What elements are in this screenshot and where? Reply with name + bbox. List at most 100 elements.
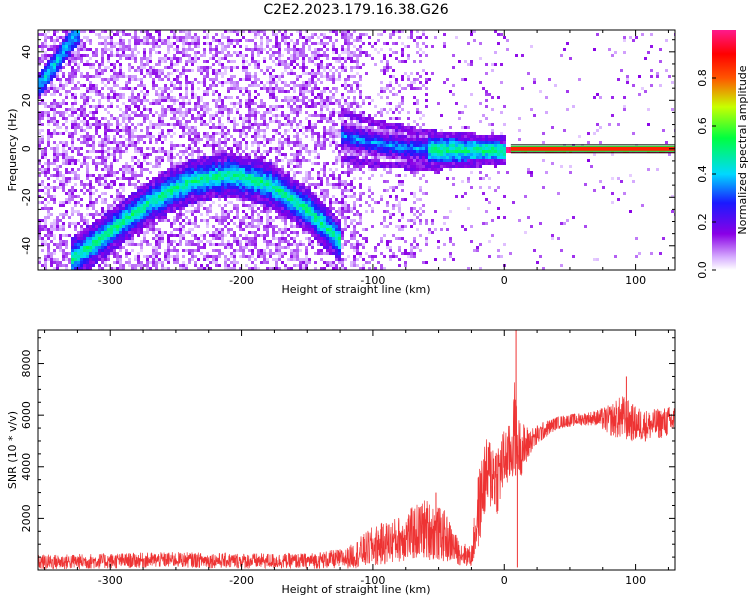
spectrogram-cell xyxy=(95,228,98,231)
spectrogram-cell xyxy=(170,183,173,186)
spectrogram-cell xyxy=(311,138,314,141)
spectrogram-cell xyxy=(293,45,296,48)
spectrogram-cell xyxy=(233,30,236,33)
spectrogram-cell xyxy=(38,93,41,96)
spectrogram-cell xyxy=(299,201,302,204)
spectrogram-cell xyxy=(266,240,269,243)
spectrogram-cell xyxy=(107,171,110,174)
spectrogram-cell xyxy=(332,42,335,45)
spectrogram-cell xyxy=(59,78,62,81)
spectrogram-cell xyxy=(242,30,245,33)
spectrogram-cell xyxy=(191,168,194,171)
spectrogram-cell xyxy=(206,183,209,186)
spectrogram-cell xyxy=(38,57,41,60)
spectrogram-cell xyxy=(173,198,176,201)
spectrogram-cell xyxy=(218,99,221,102)
spectrogram-cell xyxy=(95,168,98,171)
spectrogram-cell xyxy=(65,198,68,201)
spectrogram-cell xyxy=(50,36,53,39)
spectrogram-cell xyxy=(293,216,296,219)
spectrogram-cell xyxy=(83,252,86,255)
spectrogram-cell xyxy=(107,36,110,39)
spectrogram-cell xyxy=(59,228,62,231)
spectrogram-cell xyxy=(203,111,206,114)
spectrogram-cell xyxy=(95,165,98,168)
spectrogram-cell xyxy=(245,141,248,144)
spectrogram-cell xyxy=(89,237,92,240)
spectrogram-cell xyxy=(170,210,173,213)
spectrogram-cell xyxy=(293,141,296,144)
spectrogram-cell xyxy=(143,93,146,96)
spectrogram-cell xyxy=(281,105,284,108)
spectrogram-cell xyxy=(101,69,104,72)
spectrogram-cell xyxy=(287,135,290,138)
spectrogram-cell xyxy=(134,33,137,36)
spectrogram-cell xyxy=(323,201,326,204)
spectrogram-cell xyxy=(233,165,236,168)
spectrogram-cell xyxy=(161,204,164,207)
spectrogram-cell xyxy=(179,39,182,42)
spectrogram-cell xyxy=(80,225,83,228)
spectrogram-cell xyxy=(167,210,170,213)
spectrogram-cell xyxy=(125,228,128,231)
spectrogram-cell xyxy=(134,192,137,195)
spectrogram-cell xyxy=(89,39,92,42)
spectrogram-cell xyxy=(188,108,191,111)
spectrogram-cell xyxy=(86,99,89,102)
spectrogram-cell xyxy=(86,261,89,264)
spectrogram-cell xyxy=(242,66,245,69)
spectrogram-cell xyxy=(38,162,41,165)
spectrogram-cell xyxy=(191,213,194,216)
spectrogram-cell xyxy=(215,219,218,222)
spectrogram-cell xyxy=(233,105,236,108)
spectrogram-cell xyxy=(218,159,221,162)
spectrogram-cell xyxy=(179,57,182,60)
spectrogram-cell xyxy=(41,111,44,114)
spectrogram-cell xyxy=(278,213,281,216)
spectrogram-cell xyxy=(149,180,152,183)
spectrogram-cell xyxy=(65,102,68,105)
spectrogram-cell xyxy=(263,189,266,192)
spectrogram-cell xyxy=(143,183,146,186)
spectrogram-cell xyxy=(203,81,206,84)
spectrogram-cell xyxy=(269,216,272,219)
spectrogram-cell xyxy=(71,195,74,198)
spectrogram-cell xyxy=(212,162,215,165)
spectrogram-cell xyxy=(242,57,245,60)
spectrogram-cell xyxy=(44,93,47,96)
spectrogram-cell xyxy=(41,141,44,144)
spectrogram-cell xyxy=(77,108,80,111)
spectrogram-cell xyxy=(218,231,221,234)
spectrogram-cell xyxy=(164,114,167,117)
spectrogram-cell xyxy=(239,114,242,117)
spectrogram-cell xyxy=(62,234,65,237)
spectrogram-cell xyxy=(161,219,164,222)
spectrogram-cell xyxy=(131,264,134,267)
spectrogram-cell xyxy=(92,138,95,141)
spectrogram-cell xyxy=(287,174,290,177)
spectrogram-cell xyxy=(95,219,98,222)
spectrogram-cell xyxy=(275,264,278,267)
spectrogram-cell xyxy=(98,183,101,186)
spectrogram-cell xyxy=(140,39,143,42)
spectrogram-cell xyxy=(77,57,80,60)
spectrogram-cell xyxy=(134,78,137,81)
spectrogram-cell xyxy=(197,42,200,45)
spectrogram-cell xyxy=(293,51,296,54)
spectrogram-cell xyxy=(140,204,143,207)
spectrogram-cell xyxy=(92,99,95,102)
spectrogram-cell xyxy=(191,48,194,51)
spectrogram-cell xyxy=(314,195,317,198)
spectrogram-cell xyxy=(284,48,287,51)
spectrogram-cell xyxy=(224,54,227,57)
spectrogram-cell xyxy=(326,63,329,66)
spectrogram-cell xyxy=(53,39,56,42)
spectrogram-cell xyxy=(209,192,212,195)
spectrogram-cell xyxy=(287,192,290,195)
spectrogram-cell xyxy=(227,138,230,141)
spectrogram-cell xyxy=(110,87,113,90)
spectrogram-cell xyxy=(185,90,188,93)
spectrogram-cell xyxy=(299,51,302,54)
spectrogram-cell xyxy=(308,219,311,222)
spectrogram-cell xyxy=(176,261,179,264)
